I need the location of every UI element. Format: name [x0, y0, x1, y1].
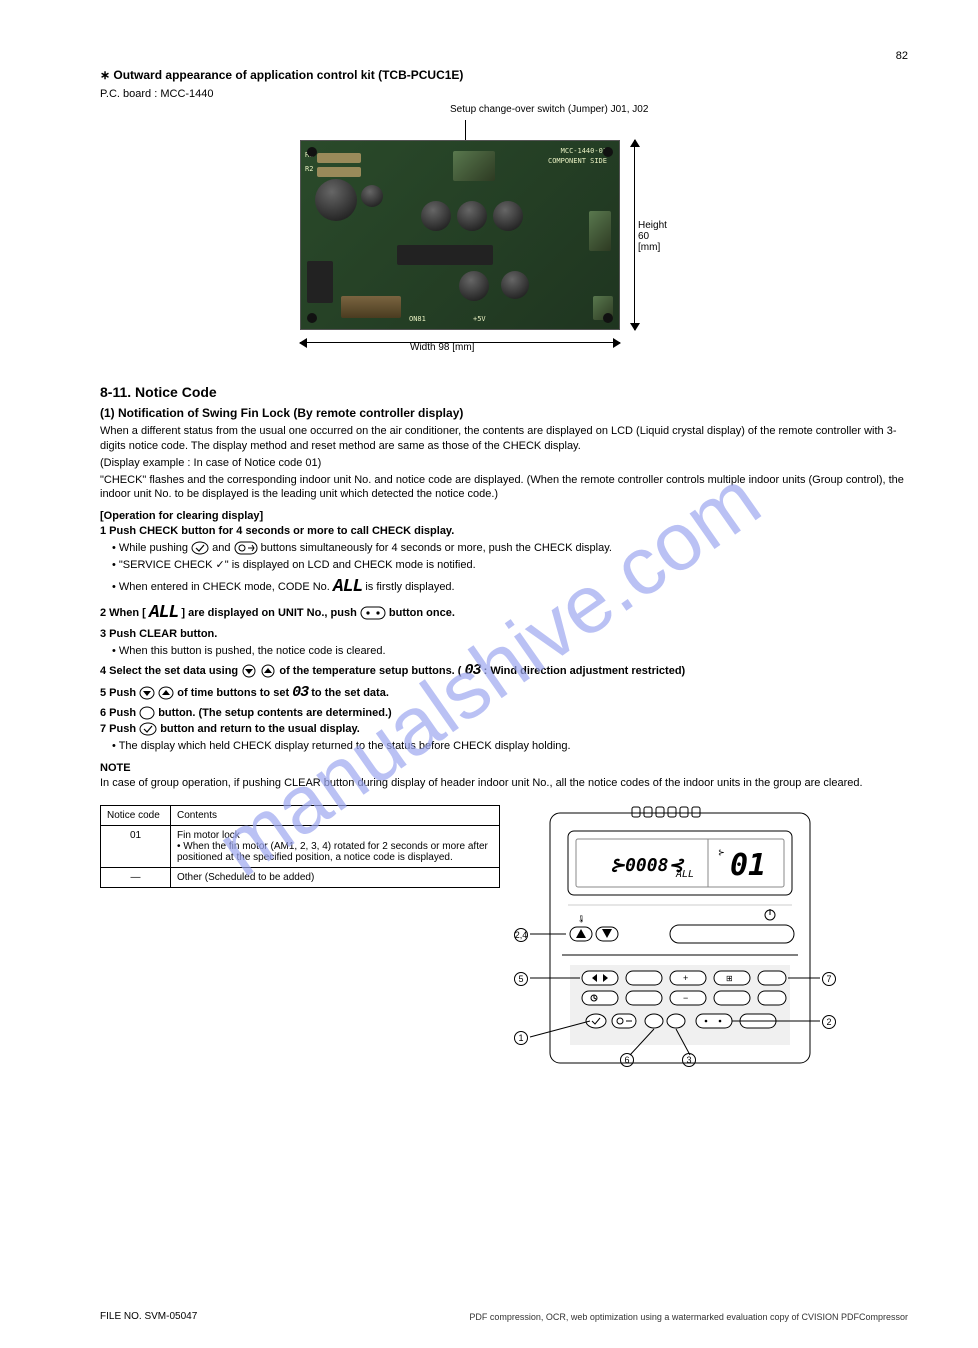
section-8-11-sub: (1) Notification of Swing Fin Lock (By r…	[100, 406, 908, 420]
page-number: 82	[100, 50, 908, 62]
unit-button-icon	[360, 606, 386, 620]
and-text: and	[212, 542, 230, 554]
note-heading: NOTE	[100, 762, 908, 774]
paragraph-3: "CHECK" flashes and the corresponding in…	[100, 473, 908, 503]
cell-code-dash: —	[101, 867, 171, 887]
step-3: 3 Push CLEAR button.	[100, 628, 217, 640]
step-5c: to set	[260, 687, 289, 699]
seg-03: 03	[465, 661, 481, 681]
note-text: In case of group operation, if pushing C…	[100, 776, 908, 791]
seg-03-b: 03	[292, 683, 308, 703]
pcb-image: MCC-1440-01 COMPONENT SIDE R1 R2	[300, 140, 620, 330]
seg-ALL-2: ALL	[149, 601, 178, 625]
callout-1: 1	[514, 1031, 528, 1045]
callout-5: 5	[514, 972, 528, 986]
step-5d: to the set data.	[311, 687, 389, 699]
svg-text:⊞: ⊞	[726, 974, 733, 983]
section-8-11-title: 8-11. Notice Code	[100, 384, 908, 400]
temp-down-icon	[241, 664, 257, 678]
col-contents: Contents	[171, 805, 500, 825]
col-notice-code: Notice code	[101, 805, 171, 825]
step-1-note-1b: buttons simultaneously for 4 seconds or …	[261, 542, 612, 554]
callout-6: 6	[620, 1053, 634, 1067]
svg-text:+: +	[683, 973, 688, 983]
vent-button-icon	[234, 541, 258, 555]
step-2b: ] are displayed on UNIT No., push	[181, 607, 356, 619]
svg-text:⊱0008⊰: ⊱0008⊰	[610, 855, 685, 876]
footer: FILE NO. SVM-05047 PDF compression, OCR,…	[100, 1311, 908, 1322]
step-7a: 7 Push	[100, 723, 136, 735]
remote-controller-diagram: ⊱0008⊰ ALL 01 ⊱ 🌡	[520, 805, 908, 1078]
section-heading: ∗ Outward appearance of application cont…	[100, 68, 908, 82]
step-5a: 5 Push	[100, 687, 136, 699]
svg-text:🌡: 🌡	[577, 915, 586, 923]
table-row: 01 Fin motor lock • When the fin motor (…	[101, 825, 500, 867]
pcb-photo-area: Setup change-over switch (Jumper) J01, J…	[280, 110, 660, 370]
footer-file: FILE NO. SVM-05047	[100, 1311, 197, 1322]
dim-width-text: Width 98 [mm]	[410, 342, 474, 353]
on81-label: ON81	[409, 315, 426, 323]
notice-code-table: Notice code Contents 01 Fin motor lock •…	[100, 805, 500, 888]
time-down-icon	[139, 686, 155, 700]
svg-text:−: −	[683, 993, 688, 1003]
svg-text:ALL: ALL	[675, 869, 694, 880]
step-7b: button and return to the usual display.	[160, 723, 360, 735]
operation-heading: [Operation for clearing display]	[100, 510, 908, 522]
r2-label: R2	[305, 165, 313, 173]
footer-pdf-notice: PDF compression, OCR, web optimization u…	[469, 1312, 908, 1322]
step-1-note-1a: • While pushing	[112, 542, 188, 554]
paragraph-1: When a different status from the usual o…	[100, 424, 908, 454]
jumper-callout-label: Setup change-over switch (Jumper) J01, J…	[450, 104, 670, 115]
time-up-icon	[158, 686, 174, 700]
callout-2: 2	[822, 1015, 836, 1029]
cell-code-01: 01	[101, 825, 171, 867]
step-7-note: • The display which held CHECK display r…	[100, 739, 908, 754]
step-1-note-2: • "SERVICE CHECK ✓" is displayed on LCD …	[100, 558, 908, 573]
step-5b: of time buttons	[177, 687, 256, 699]
step-4c: : Wind direction adjustment restricted)	[484, 665, 686, 677]
callout-7: 7	[822, 972, 836, 986]
svg-text:⊱: ⊱	[718, 848, 725, 857]
step-2c: button once.	[389, 607, 455, 619]
callout-3: 3	[682, 1053, 696, 1067]
table-row: — Other (Scheduled to be added)	[101, 867, 500, 887]
step-4b: of the temperature setup buttons. (	[279, 665, 461, 677]
callout-2-4: 2,4	[514, 928, 528, 942]
set-button-icon	[139, 706, 155, 720]
step-1-note-3a: • When entered in CHECK mode, CODE No.	[112, 581, 330, 593]
pcb-model-text: MCC-1440-01	[561, 147, 607, 155]
step-2a: 2 When [	[100, 607, 146, 619]
seg-ALL-icon: ALL	[333, 575, 362, 599]
plus5v-label: +5V	[473, 315, 486, 323]
step-1-note-3b: is firstly displayed.	[365, 581, 454, 593]
step-1: 1 Push CHECK button for 4 seconds or mor…	[100, 525, 454, 537]
svg-text:01: 01	[730, 848, 766, 883]
paragraph-2: (Display example : In case of Notice cod…	[100, 456, 908, 471]
check-button-icon	[191, 541, 209, 555]
check-button-icon-2	[139, 722, 157, 736]
pcb-component-side-text: COMPONENT SIDE	[548, 157, 607, 165]
cell-contents-other: Other (Scheduled to be added)	[171, 867, 500, 887]
subheading: P.C. board : MCC-1440	[100, 88, 908, 100]
cell-contents-01: Fin motor lock • When the fin motor (AM1…	[171, 825, 500, 867]
step-3-note: • When this button is pushed, the notice…	[100, 644, 908, 659]
temp-up-icon	[260, 664, 276, 678]
step-6a: 6 Push	[100, 707, 136, 719]
dim-height-text: Height 60 [mm]	[638, 220, 667, 253]
step-4a: 4 Select the set data using	[100, 665, 238, 677]
step-6b: button. (The setup contents are determin…	[158, 707, 391, 719]
